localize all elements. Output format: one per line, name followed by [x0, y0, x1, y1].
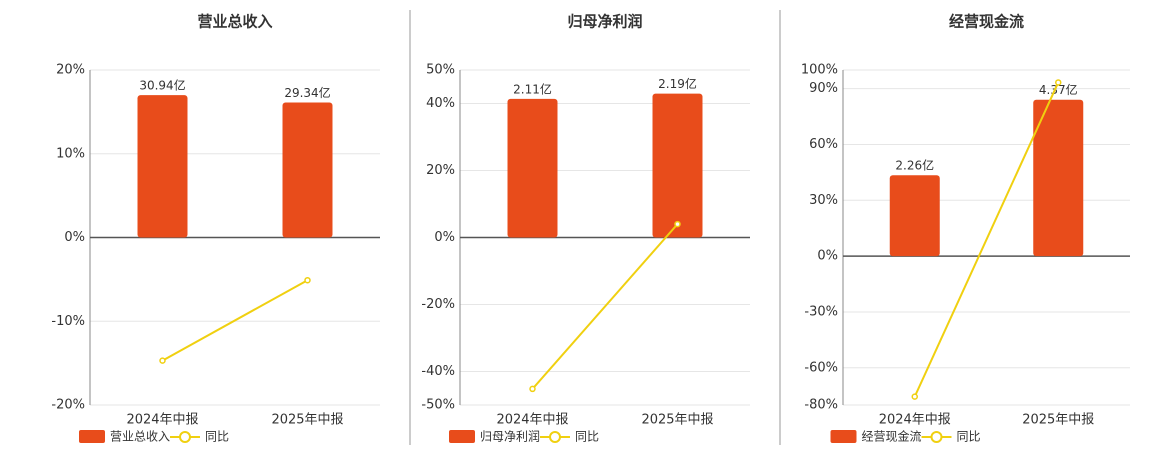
- value-label: 2.26亿: [895, 158, 934, 173]
- legend-label: 经营现金流: [862, 429, 922, 444]
- y-tick-label: 20%: [56, 63, 85, 78]
- legend-marker: [930, 431, 943, 443]
- bar: [889, 175, 940, 257]
- x-tick-label: 2025年中报: [1022, 413, 1094, 428]
- y-tick-label: 10%: [56, 146, 85, 161]
- point: [911, 393, 918, 400]
- point: [529, 385, 536, 393]
- legend-label: 归母净利润: [480, 430, 540, 444]
- point: [304, 276, 311, 284]
- y-tick-label: 20%: [426, 163, 455, 178]
- line: [162, 279, 308, 362]
- x-tick-label: 2025年中报: [271, 413, 343, 428]
- chart-title: 归母净利润: [567, 13, 642, 31]
- y-tick-label: 0%: [817, 249, 838, 264]
- y-tick-label: -40%: [421, 364, 455, 379]
- legend-swatch: [79, 430, 105, 443]
- value-label: 29.34亿: [284, 85, 330, 100]
- y-tick-label: -20%: [51, 398, 85, 413]
- legend-marker: [549, 431, 561, 443]
- bar: [507, 98, 558, 238]
- bar: [282, 102, 333, 238]
- y-tick-label: -20%: [421, 297, 455, 312]
- y-tick-label: 90%: [809, 81, 838, 96]
- legend-label: 同比: [205, 430, 229, 444]
- bar: [1033, 99, 1084, 257]
- x-tick-label: 2025年中报: [641, 413, 713, 428]
- y-tick-label: 40%: [426, 96, 455, 111]
- y-tick-label: -80%: [804, 398, 838, 413]
- line: [913, 82, 1060, 398]
- value-label: 4.37亿: [1039, 82, 1078, 97]
- y-tick-label: 50%: [426, 63, 455, 78]
- x-tick-label: 2024年中报: [496, 413, 568, 428]
- point: [159, 357, 166, 364]
- chart-title: 营业总收入: [197, 13, 272, 31]
- line: [531, 223, 679, 390]
- x-tick-label: 2024年中报: [126, 413, 198, 428]
- point: [1055, 79, 1062, 86]
- bar: [137, 95, 188, 238]
- legend-label: 同比: [575, 430, 599, 444]
- y-tick-label: 0%: [64, 230, 85, 245]
- legend-swatch: [830, 430, 857, 443]
- y-tick-label: 30%: [809, 193, 838, 208]
- legend-label: 营业总收入: [110, 430, 170, 444]
- y-tick-label: -50%: [421, 398, 455, 413]
- chart-title: 经营现金流: [949, 13, 1024, 31]
- legend-label: 同比: [957, 430, 981, 444]
- y-tick-label: 60%: [809, 137, 838, 152]
- legend-marker: [179, 431, 191, 443]
- x-tick-label: 2024年中报: [879, 413, 951, 428]
- y-tick-label: -30%: [804, 304, 838, 319]
- legend-swatch: [449, 430, 475, 443]
- y-tick-label: 100%: [801, 63, 838, 78]
- value-label: 2.11亿: [513, 81, 552, 96]
- value-label: 2.19亿: [658, 76, 697, 91]
- y-tick-label: 0%: [434, 230, 455, 245]
- point: [674, 220, 681, 228]
- y-tick-label: -10%: [51, 314, 85, 329]
- y-tick-label: -60%: [804, 360, 838, 375]
- value-label: 30.94亿: [139, 78, 185, 93]
- bar: [652, 93, 703, 238]
